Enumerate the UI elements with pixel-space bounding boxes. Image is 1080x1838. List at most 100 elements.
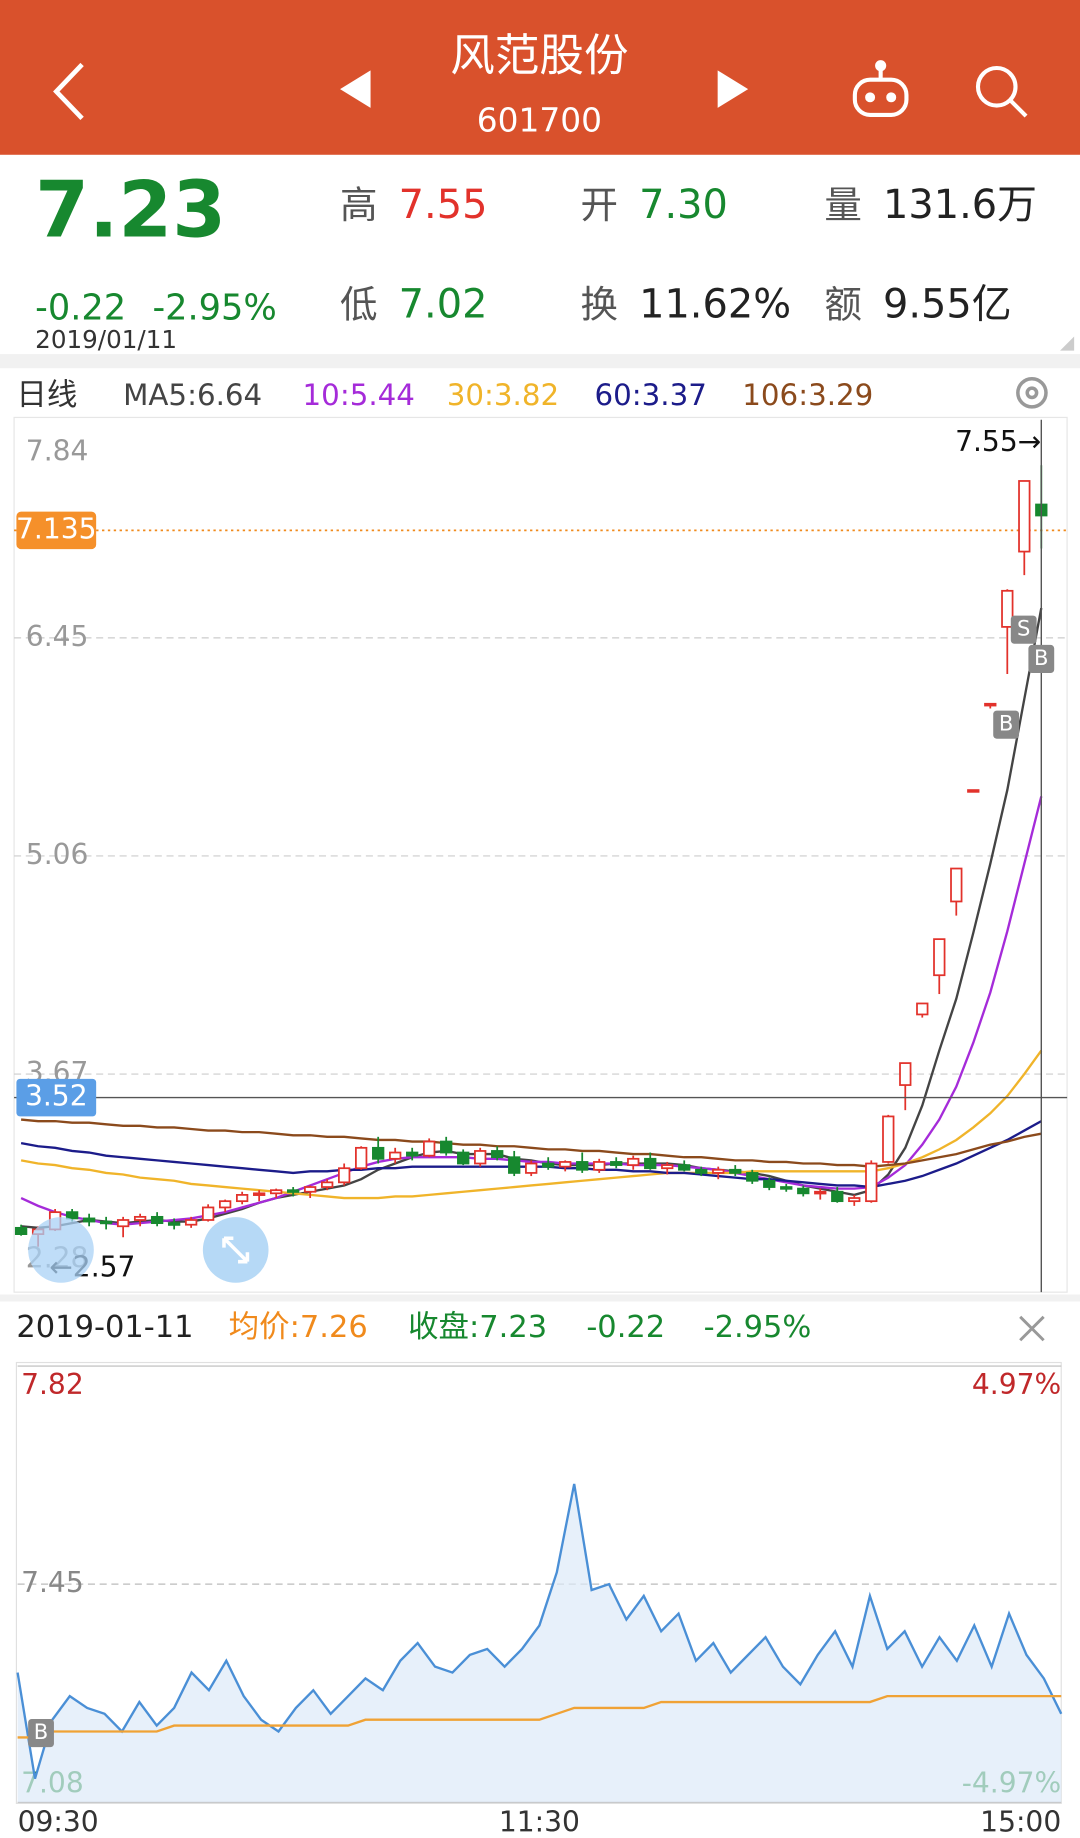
settings-icon[interactable] xyxy=(1016,376,1048,409)
candle-body xyxy=(1018,480,1031,553)
stock-name: 风范股份 xyxy=(450,30,628,82)
candle-body xyxy=(508,1156,521,1174)
candle-body xyxy=(695,1168,708,1174)
info-close: 收盘:7.23 xyxy=(408,1310,547,1345)
trade-marker: B xyxy=(34,1719,48,1744)
quote-label: 开 xyxy=(580,183,618,227)
avg-line xyxy=(17,1694,1062,1739)
candle-body xyxy=(1001,589,1014,628)
candle-body xyxy=(235,1194,249,1203)
quote-label: 换 xyxy=(580,283,618,327)
quote-label: 额 xyxy=(824,283,862,327)
quote-label: 高 xyxy=(340,183,378,227)
candle-body xyxy=(65,1211,79,1220)
trade-marker: B xyxy=(1034,645,1048,670)
price-change-pct: -2.95% xyxy=(152,288,276,329)
candle-body xyxy=(252,1192,266,1196)
candle-body xyxy=(440,1140,453,1154)
candle-body xyxy=(218,1200,232,1209)
candle-body xyxy=(967,789,980,793)
quote-value: 7.30 xyxy=(639,182,728,228)
candle-body xyxy=(678,1164,691,1171)
legend-entry: 30:3.82 xyxy=(447,378,559,412)
candle-body xyxy=(287,1189,300,1193)
y-tick-label: 7.82 xyxy=(21,1368,84,1401)
price-change: -0.22 xyxy=(35,288,126,329)
candle-body xyxy=(99,1220,113,1225)
x-tick-label: 11:30 xyxy=(499,1805,580,1838)
candle-body xyxy=(950,867,963,903)
candle-body xyxy=(321,1181,334,1188)
quote-label: 量 xyxy=(824,183,862,227)
legend-entry: 10:5.44 xyxy=(303,378,415,412)
candle-body xyxy=(167,1222,181,1226)
candle-body xyxy=(82,1217,96,1223)
candle-body xyxy=(201,1206,215,1221)
y2-tick-label: 4.97% xyxy=(972,1368,1061,1401)
reference-label-box xyxy=(16,511,97,550)
back-button[interactable] xyxy=(53,62,84,121)
candle-body xyxy=(797,1187,810,1195)
candle-body xyxy=(984,702,997,707)
legend-entry: MA5:6.64 xyxy=(123,378,262,412)
float-button[interactable] xyxy=(28,1217,94,1283)
candle-body xyxy=(576,1161,589,1171)
expand-icon xyxy=(222,1236,250,1264)
legend-entry: 106:3.29 xyxy=(742,378,873,412)
candle-body xyxy=(542,1162,555,1168)
robot-icon[interactable] xyxy=(852,60,909,117)
intraday-frame xyxy=(15,1361,1062,1804)
search-icon[interactable] xyxy=(975,65,1028,118)
quote-date: 2019/01/11 xyxy=(35,325,177,354)
trade-marker-box xyxy=(993,710,1020,739)
trade-marker: S xyxy=(1017,616,1030,641)
trade-marker-box xyxy=(1028,644,1055,674)
candle-body xyxy=(474,1150,487,1165)
period-label: 日线 xyxy=(16,378,77,413)
candle-body xyxy=(848,1197,861,1203)
y-tick-label: 7.84 xyxy=(26,435,89,468)
y-tick-label: 7.45 xyxy=(21,1566,84,1599)
candle-body xyxy=(661,1164,674,1170)
quote-value: 7.55 xyxy=(399,182,488,228)
candle-body xyxy=(184,1219,198,1226)
info-change-pct: -2.95% xyxy=(704,1310,812,1345)
close-button[interactable] xyxy=(1019,1315,1045,1342)
separator xyxy=(0,1294,1080,1302)
candle-body xyxy=(150,1215,164,1225)
candle-body xyxy=(712,1168,725,1174)
candle-body xyxy=(933,938,946,977)
info-change: -0.22 xyxy=(586,1310,665,1345)
candle-body xyxy=(457,1151,470,1165)
last-price: 7.23 xyxy=(35,166,226,256)
candle-body xyxy=(559,1161,572,1168)
candle-body xyxy=(270,1189,283,1195)
candle-body xyxy=(644,1157,657,1170)
quote-fields: 高 7.55 开 7.30 量 131.6万低 7.02 换 11.62% 额 9.55亿 xyxy=(340,182,1037,328)
info-avg: 均价:7.26 xyxy=(229,1310,368,1345)
x-tick-label: 09:30 xyxy=(18,1805,99,1838)
separator xyxy=(0,354,1080,369)
stock-code: 601700 xyxy=(477,101,602,139)
candle-body xyxy=(593,1161,606,1171)
candle-body xyxy=(610,1161,623,1166)
corner-mark xyxy=(1060,336,1075,351)
candle-body xyxy=(627,1157,640,1166)
candle-body xyxy=(746,1172,759,1182)
legend-entry: 60:3.37 xyxy=(595,378,707,412)
x-tick-label: 15:00 xyxy=(980,1805,1061,1838)
high-label: 7.55→ xyxy=(955,425,1041,458)
candle-body xyxy=(899,1062,912,1086)
candle-body xyxy=(882,1115,895,1163)
prev-stock[interactable] xyxy=(340,70,371,108)
candle-body xyxy=(14,1226,28,1235)
candle-body xyxy=(133,1215,147,1221)
quote-label: 低 xyxy=(340,283,378,327)
next-stock[interactable] xyxy=(717,70,749,108)
candle-body xyxy=(355,1146,368,1170)
quote-value: 131.6万 xyxy=(883,182,1037,228)
crosshair-label: 3.52 xyxy=(25,1080,88,1113)
